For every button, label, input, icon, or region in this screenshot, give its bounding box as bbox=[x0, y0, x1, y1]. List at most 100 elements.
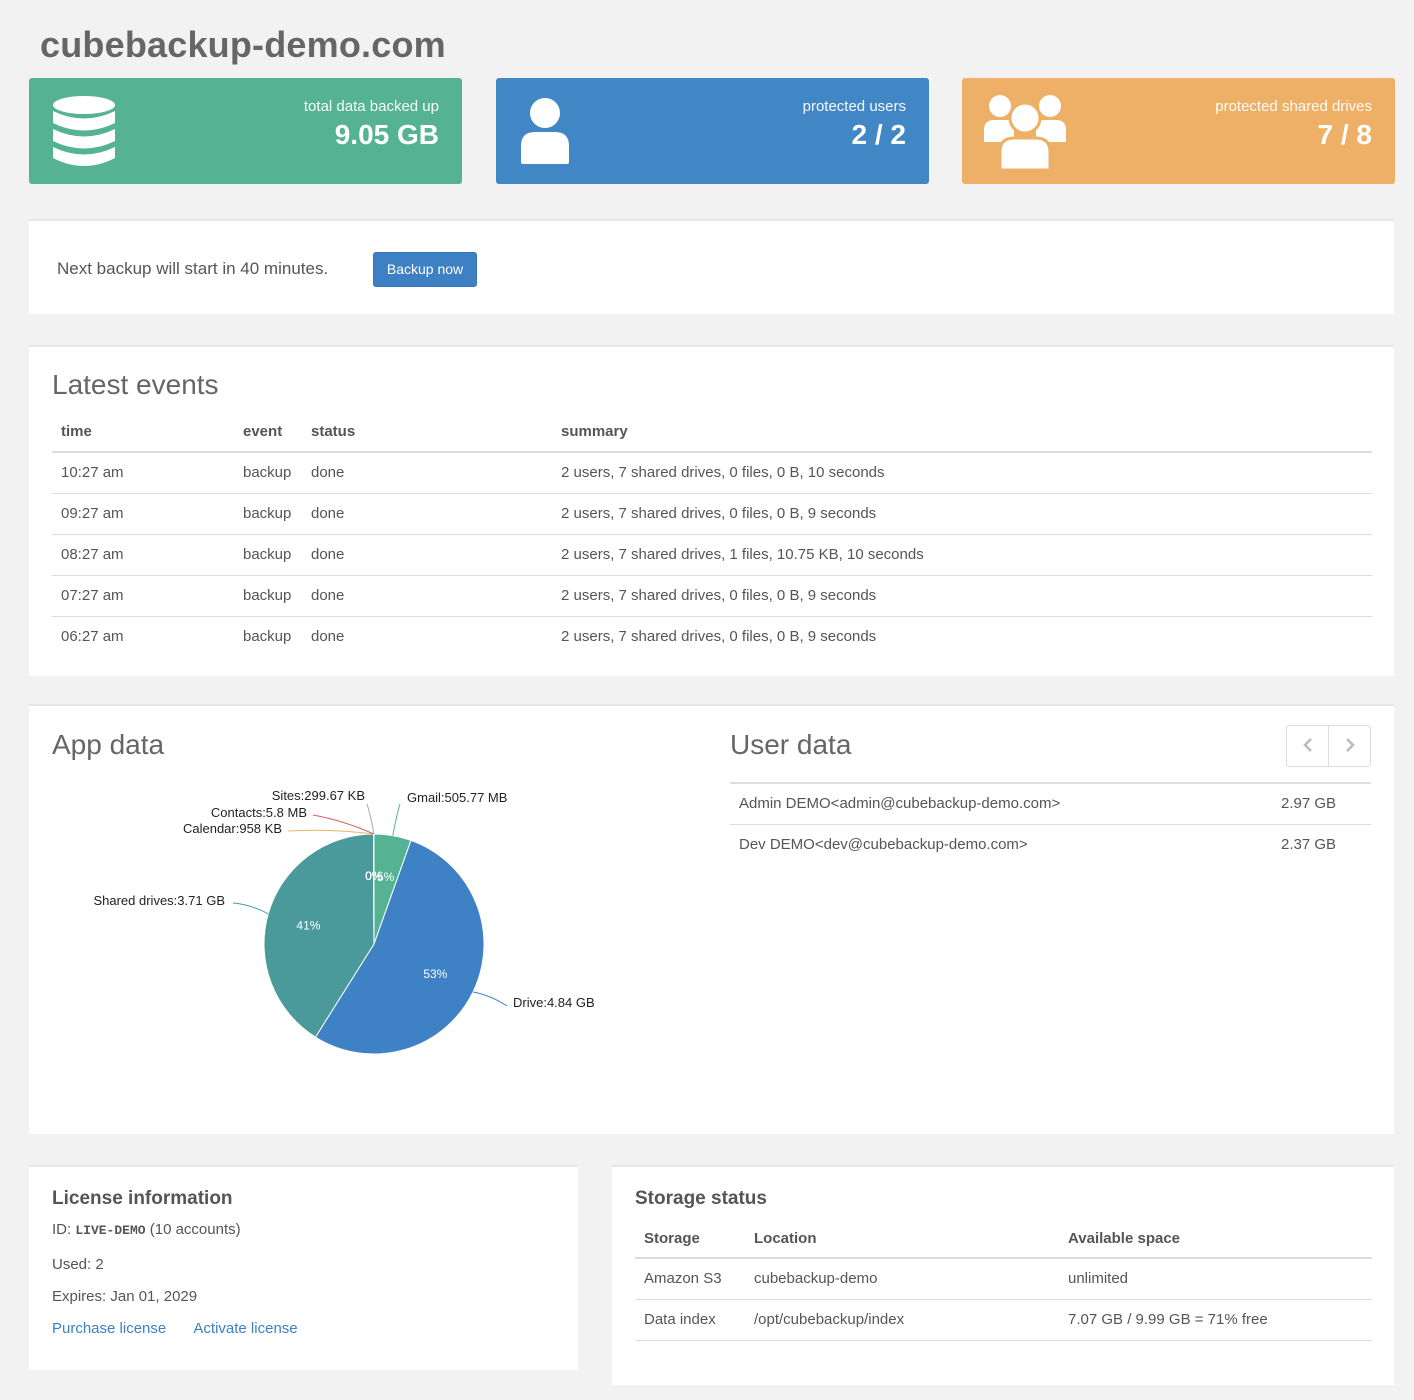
stat-label: protected users bbox=[802, 98, 906, 115]
pie-percent-label: 53% bbox=[423, 967, 447, 981]
event-time: 07:27 am bbox=[52, 575, 234, 617]
prev-page-button[interactable] bbox=[1287, 726, 1329, 766]
pie-slice-label: Calendar:958 KB bbox=[183, 821, 282, 836]
storage-panel: Storage status Storage Location Availabl… bbox=[612, 1165, 1394, 1385]
stat-label: total data backed up bbox=[303, 98, 439, 115]
storage-location: cubebackup-demo bbox=[745, 1258, 1059, 1300]
storage-type: Amazon S3 bbox=[635, 1258, 745, 1300]
license-accounts: (10 accounts) bbox=[149, 1221, 241, 1238]
event-status: done bbox=[302, 575, 552, 617]
pie-slice-shared-drives[interactable] bbox=[263, 833, 375, 1038]
backup-now-button[interactable]: Backup now bbox=[373, 252, 477, 287]
license-id-line: ID: LIVE-DEMO (10 accounts) bbox=[52, 1221, 241, 1238]
event-status: done bbox=[302, 493, 552, 535]
table-row[interactable]: Admin DEMO<admin@cubebackup-demo.com> 2.… bbox=[730, 783, 1371, 825]
event-time: 08:27 am bbox=[52, 534, 234, 576]
pie-leader-line bbox=[366, 803, 375, 835]
user-icon bbox=[518, 96, 572, 169]
event-summary: 2 users, 7 shared drives, 1 files, 10.75… bbox=[552, 534, 1372, 576]
table-row[interactable]: Dev DEMO<dev@cubebackup-demo.com> 2.37 G… bbox=[730, 824, 1371, 865]
table-row: 09:27 am backup done 2 users, 7 shared d… bbox=[52, 493, 1372, 535]
next-backup-text: Next backup will start in 40 minutes. bbox=[57, 259, 329, 278]
pie-slice-label: Gmail:505.77 MB bbox=[407, 790, 507, 805]
event-time: 10:27 am bbox=[52, 452, 234, 494]
user-name: Admin DEMO<admin@cubebackup-demo.com> bbox=[730, 783, 1281, 825]
purchase-license-link[interactable]: Purchase license bbox=[52, 1320, 167, 1337]
table-row: 10:27 am backup done 2 users, 7 shared d… bbox=[52, 452, 1372, 494]
event-type: backup bbox=[234, 534, 302, 576]
pie-percent-label: 41% bbox=[296, 918, 320, 932]
activate-license-link[interactable]: Activate license bbox=[193, 1320, 298, 1337]
table-header-row: time event status summary bbox=[52, 412, 1372, 453]
event-type: backup bbox=[234, 452, 302, 494]
user-data-heading: User data bbox=[730, 729, 852, 760]
event-status: done bbox=[311, 628, 345, 646]
chevron-left-icon bbox=[1302, 733, 1314, 759]
storage-available: 7.07 GB / 9.99 GB = 71% free bbox=[1059, 1299, 1372, 1341]
stat-label: protected shared drives bbox=[1215, 98, 1372, 115]
column-header-storage: Storage bbox=[635, 1220, 745, 1259]
storage-location: /opt/cubebackup/index bbox=[745, 1299, 1059, 1341]
column-header-location: Location bbox=[745, 1220, 1059, 1259]
pie-percent-label: 5% bbox=[377, 870, 395, 884]
pie-leader-line bbox=[472, 991, 508, 1007]
license-used: Used: 2 bbox=[52, 1256, 104, 1273]
pie-leader-line bbox=[392, 803, 401, 836]
table-row: 08:27 am backup done 2 users, 7 shared d… bbox=[52, 534, 1372, 576]
pie-leader-line bbox=[312, 814, 374, 835]
column-header-event: event bbox=[234, 412, 302, 453]
chevron-right-icon bbox=[1344, 733, 1356, 759]
storage-table: Storage Location Available space Amazon … bbox=[635, 1220, 1372, 1341]
event-status: done bbox=[302, 452, 552, 494]
event-status: done bbox=[302, 534, 552, 576]
stat-card-total-data: total data backed up 9.05 GB bbox=[29, 78, 462, 184]
pie-slice-label: Sites:299.67 KB bbox=[272, 788, 365, 803]
event-summary: 2 users, 7 shared drives, 0 files, 0 B, … bbox=[552, 575, 1372, 617]
pie-slice-label: Contacts:5.8 MB bbox=[211, 805, 307, 820]
pie-slice-label: Drive:4.84 GB bbox=[513, 995, 595, 1010]
table-row: 07:27 am backup done 2 users, 7 shared d… bbox=[52, 575, 1372, 617]
event-summary: 2 users, 7 shared drives, 0 files, 0 B, … bbox=[552, 452, 1372, 494]
next-page-button[interactable] bbox=[1329, 726, 1370, 766]
table-row: 06:27 am backup done 2 users, 7 shared d… bbox=[52, 616, 1372, 657]
stat-card-protected-shared-drives: protected shared drives 7 / 8 bbox=[962, 78, 1395, 184]
database-icon bbox=[51, 94, 117, 175]
storage-heading: Storage status bbox=[635, 1188, 767, 1209]
column-header-status: status bbox=[302, 412, 552, 453]
site-title: cubebackup-demo.com bbox=[40, 24, 446, 65]
license-heading: License information bbox=[52, 1188, 233, 1209]
column-header-summary: summary bbox=[552, 412, 1372, 453]
app-data-heading: App data bbox=[52, 729, 165, 760]
storage-type: Data index bbox=[635, 1299, 745, 1341]
pie-slice-label: Shared drives:3.71 GB bbox=[93, 893, 225, 908]
table-header-row: Storage Location Available space bbox=[635, 1220, 1372, 1259]
license-id: LIVE-DEMO bbox=[75, 1223, 146, 1238]
user-data-pager bbox=[1286, 725, 1371, 767]
pie-leader-line bbox=[287, 829, 374, 835]
table-row: Data index /opt/cubebackup/index 7.07 GB… bbox=[635, 1299, 1372, 1341]
user-data-table: Admin DEMO<admin@cubebackup-demo.com> 2.… bbox=[730, 782, 1371, 865]
next-backup-panel: Next backup will start in 40 minutes. Ba… bbox=[29, 219, 1394, 314]
latest-events-panel: Latest events time event status summary … bbox=[29, 345, 1394, 676]
event-time: 09:27 am bbox=[52, 493, 234, 535]
stat-value: 9.05 GB bbox=[334, 119, 439, 150]
user-size: 2.97 GB bbox=[1281, 783, 1371, 825]
user-size: 2.37 GB bbox=[1281, 836, 1337, 854]
license-panel: License information ID: LIVE-DEMO (10 ac… bbox=[29, 1165, 578, 1370]
stat-card-protected-users: protected users 2 / 2 bbox=[496, 78, 929, 184]
users-group-icon bbox=[984, 92, 1066, 175]
event-type: backup bbox=[234, 575, 302, 617]
event-type: backup bbox=[234, 493, 302, 535]
latest-events-heading: Latest events bbox=[52, 369, 219, 400]
event-time: 06:27 am bbox=[61, 628, 124, 646]
app-data-pie-chart: 5% Gmail:505.77 MB 53% Drive:4.84 GB 41% Shar… bbox=[93, 788, 595, 1055]
license-expires: Expires: Jan 01, 2029 bbox=[52, 1288, 198, 1305]
user-name: Dev DEMO<dev@cubebackup-demo.com> bbox=[739, 836, 1028, 854]
app-data-panel: App data 5% Gmail:505.77 MB 53% Drive:4.84 … bbox=[29, 704, 1394, 1134]
stat-value: 7 / 8 bbox=[1317, 119, 1372, 150]
events-table: time event status summary 10:27 am backu… bbox=[52, 412, 1372, 657]
pie-slice-drive[interactable] bbox=[314, 839, 485, 1055]
pie-leader-line bbox=[232, 902, 269, 915]
column-header-available-space: Available space bbox=[1059, 1220, 1372, 1259]
table-row: Amazon S3 cubebackup-demo unlimited bbox=[635, 1258, 1372, 1300]
